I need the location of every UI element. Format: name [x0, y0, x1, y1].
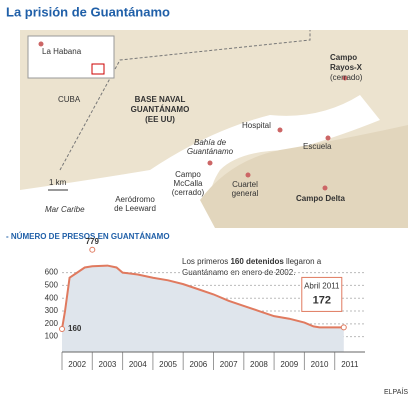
label: Bahía de Guantánamo: [187, 138, 234, 156]
label: Campo Delta: [296, 194, 345, 203]
label: Campo Rayos-X (cerrado): [330, 53, 363, 82]
x-tick-label: 2002: [68, 360, 86, 369]
pin: [38, 41, 44, 47]
pin: [207, 160, 213, 166]
callout-date: Abril 2011: [304, 282, 340, 291]
x-tick-label: 2005: [159, 360, 177, 369]
chart-title: - NÚMERO DE PRESOS EN GUANTÁNAMO: [6, 232, 170, 241]
label: Campo McCalla (cerrado): [172, 170, 205, 197]
x-tick-label: 2009: [280, 360, 298, 369]
label: La Habana: [42, 47, 82, 56]
pin: [325, 135, 331, 141]
water: [20, 95, 380, 228]
pin: [277, 127, 283, 133]
callout: [301, 276, 343, 312]
boundary: [59, 30, 311, 171]
title: La prisión de Guantánamo: [6, 4, 170, 19]
label: 1 km: [49, 178, 67, 187]
base-east: [200, 125, 408, 228]
x-tick-label: 2006: [189, 360, 207, 369]
line: [61, 264, 344, 330]
label: Cuartel general: [232, 180, 259, 198]
x-tick-label: 2010: [311, 360, 329, 369]
x-tick-label: 2004: [129, 360, 147, 369]
label: Escuela: [303, 142, 332, 151]
y-tick-label: 400: [45, 293, 59, 302]
annotation-point: [59, 325, 65, 332]
pin: [322, 185, 328, 191]
inset-box: [91, 63, 105, 75]
pin: [245, 172, 251, 178]
label: Aeródromo de Leeward: [114, 195, 156, 213]
y-tick-label: 500: [45, 281, 59, 290]
annotation-point: [89, 246, 96, 253]
x-tick-label: 2003: [99, 360, 117, 369]
map: La Habana CUBA BASE NAVAL GUANTÁNAMO (EE U…: [20, 30, 408, 228]
pin: [342, 75, 348, 81]
y-tick-label: 100: [45, 332, 59, 341]
label: BASE NAVAL GUANTÁNAMO (EE UU): [131, 95, 190, 124]
label: CUBA: [58, 95, 81, 104]
x-tick-label: 2011: [341, 360, 359, 369]
x-tick-label: 2007: [220, 360, 238, 369]
y-tick-label: 300: [45, 306, 59, 315]
annotation-label: 160: [68, 324, 82, 333]
annotation-label: 779: [86, 237, 100, 246]
area: [62, 265, 344, 352]
label: Mar Caribe: [45, 205, 85, 214]
source: ELPAÍS: [384, 387, 408, 396]
x-tick-label: 2008: [250, 360, 268, 369]
y-tick-label: 600: [45, 268, 59, 277]
y-tick-label: 200: [45, 319, 59, 328]
annotation-point: [340, 324, 347, 331]
note: Los primeros 160 detenidos llegaron a Gua…: [182, 257, 322, 277]
label: Hospital: [242, 121, 271, 130]
callout-value: 172: [313, 294, 331, 306]
